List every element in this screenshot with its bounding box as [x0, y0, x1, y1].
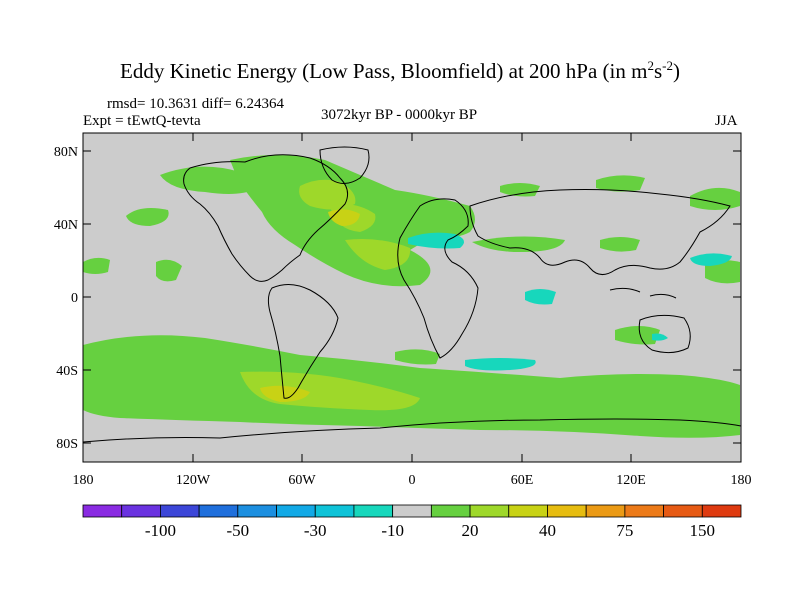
colorbar-label: -10	[381, 521, 404, 540]
colorbar-swatch	[160, 504, 200, 518]
colorbar-swatch	[663, 504, 703, 518]
colorbar-swatch	[701, 504, 742, 518]
experiment-label: Expt = tEwtQ-tevta	[83, 113, 201, 129]
colorbar-swatch	[353, 504, 394, 518]
colorbar-label: -50	[226, 521, 249, 540]
lat-labels: 80N 40N 0 40S 80S	[54, 145, 78, 452]
colorbar-label: -30	[304, 521, 327, 540]
lon-label-180e: 180	[731, 473, 752, 488]
colorbar-swatch	[237, 504, 277, 518]
lon-label-0: 0	[409, 473, 416, 488]
colorbar-swatch	[121, 504, 161, 518]
lon-label-120e: 120E	[616, 473, 646, 488]
colorbar-swatch	[469, 504, 510, 518]
colorbar-swatch	[430, 504, 471, 518]
lon-tick-marks	[82, 133, 632, 462]
colorbar-swatch	[276, 504, 316, 518]
lat-label-80s: 80S	[56, 437, 78, 452]
lon-labels: 180 120W 60W 0 60E 120E 180	[73, 473, 752, 488]
colorbar-swatch	[547, 504, 587, 518]
colorbar-label: 40	[539, 521, 556, 540]
colorbar-swatch	[82, 504, 123, 518]
colorbar-label: -100	[145, 521, 176, 540]
page-title: Eddy Kinetic Energy (Low Pass, Bloomfiel…	[120, 58, 680, 83]
lat-label-80n: 80N	[54, 145, 78, 160]
period-label: 3072kyr BP - 0000kyr BP	[321, 107, 478, 123]
rmsd-diff-stats: rmsd= 10.3631 diff= 6.24364	[107, 96, 285, 112]
lon-label-120w: 120W	[176, 473, 211, 488]
lat-label-eq: 0	[71, 291, 78, 306]
lon-label-60w: 60W	[288, 473, 316, 488]
colorbar-label: 75	[616, 521, 633, 540]
colorbar-swatch	[314, 504, 355, 518]
season-label: JJA	[715, 113, 738, 129]
lon-label-60e: 60E	[511, 473, 534, 488]
colorbar-swatch	[508, 504, 548, 518]
colorbar-swatch	[624, 504, 664, 518]
colorbar-swatch	[585, 504, 626, 518]
colorbar-swatch	[198, 504, 239, 518]
colorbar	[82, 504, 742, 518]
lat-tick-marks	[83, 150, 741, 444]
colorbar-labels: -100 -50 -30 -10 20 40 75 150	[145, 521, 715, 540]
lon-label-180w: 180	[73, 473, 94, 488]
coastlines	[82, 146, 742, 443]
cyan-regions	[408, 232, 732, 371]
colorbar-label: 150	[690, 521, 716, 540]
colorbar-label: 20	[462, 521, 479, 540]
lat-label-40n: 40N	[54, 218, 78, 233]
colorbar-swatch	[392, 504, 432, 518]
lat-label-40s: 40S	[56, 364, 78, 379]
